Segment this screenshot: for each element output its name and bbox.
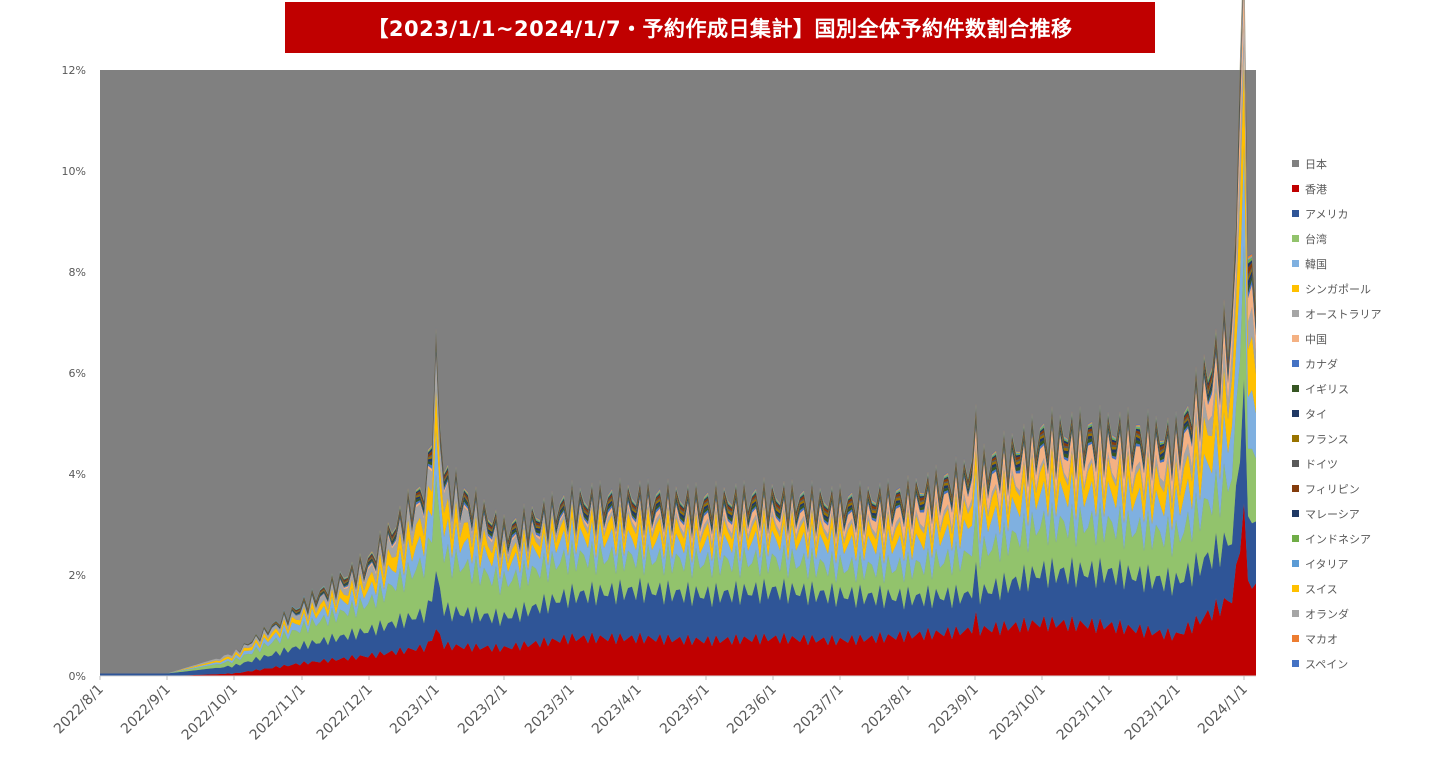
- legend-label: フランス: [1305, 432, 1349, 446]
- y-tick-label: 8%: [69, 266, 86, 279]
- legend-label: マレーシア: [1305, 507, 1360, 521]
- legend-item: イタリア: [1292, 551, 1381, 576]
- x-tick-label: 2023/9/1: [926, 682, 982, 738]
- legend-label: インドネシア: [1305, 532, 1371, 546]
- legend-label: フィリピン: [1305, 482, 1360, 496]
- legend-item: 香港: [1292, 176, 1381, 201]
- legend-label: スイス: [1305, 582, 1338, 596]
- legend-label: 中国: [1305, 332, 1327, 346]
- legend-swatch: [1292, 610, 1299, 617]
- chart-title: 【2023/1/1~2024/1/7・予約作成日集計】国別全体予約件数割合推移: [285, 2, 1155, 53]
- series-area-香港: [100, 503, 1256, 676]
- series-area-中国: [100, 0, 1256, 674]
- legend-swatch: [1292, 435, 1299, 442]
- legend-label: オランダ: [1305, 607, 1349, 621]
- legend-item: スイス: [1292, 576, 1381, 601]
- x-tick-label: 2023/1/1: [387, 682, 443, 738]
- x-tick-label: 2023/6/1: [724, 682, 780, 738]
- legend-label: 韓国: [1305, 257, 1327, 271]
- legend-item: 中国: [1292, 326, 1381, 351]
- x-tick-label: 2022/12/1: [314, 682, 376, 744]
- x-tick-label: 2023/11/1: [1054, 682, 1116, 744]
- x-tick-label: 2023/4/1: [589, 682, 645, 738]
- x-tick-label: 2022/9/1: [118, 682, 174, 738]
- x-tick-label: 2022/8/1: [51, 682, 107, 738]
- legend-swatch: [1292, 660, 1299, 667]
- series-area-台湾: [100, 245, 1256, 674]
- legend-swatch: [1292, 535, 1299, 542]
- legend-swatch: [1292, 410, 1299, 417]
- y-tick-label: 6%: [69, 367, 86, 380]
- legend-swatch: [1292, 235, 1299, 242]
- legend-swatch: [1292, 335, 1299, 342]
- legend-label: アメリカ: [1305, 207, 1349, 221]
- legend-item: シンガポール: [1292, 276, 1381, 301]
- legend-swatch: [1292, 635, 1299, 642]
- legend-item: 日本: [1292, 151, 1381, 176]
- legend-item: 韓国: [1292, 251, 1381, 276]
- x-tick-label: 2023/3/1: [522, 682, 578, 738]
- legend-swatch: [1292, 485, 1299, 492]
- legend-label: シンガポール: [1305, 282, 1371, 296]
- legend: 日本香港アメリカ台湾韓国シンガポール オーストラリア 中国カナダイギリスタイフランス…: [1292, 151, 1381, 676]
- x-tick-label: 2022/10/1: [179, 682, 241, 744]
- legend-item: イギリス: [1292, 376, 1381, 401]
- y-tick-label: 10%: [62, 165, 86, 178]
- x-tick-label: 2023/2/1: [455, 682, 511, 738]
- legend-item: スペイン: [1292, 651, 1381, 676]
- legend-swatch: [1292, 510, 1299, 517]
- legend-label: 台湾: [1305, 232, 1327, 246]
- legend-item: マカオ: [1292, 626, 1381, 651]
- legend-swatch: [1292, 560, 1299, 567]
- legend-item: オランダ: [1292, 601, 1381, 626]
- x-tick-label: 2023/10/1: [987, 682, 1049, 744]
- legend-item: ドイツ: [1292, 451, 1381, 476]
- legend-label: 日本: [1305, 157, 1327, 171]
- legend-item: オーストラリア: [1292, 301, 1381, 326]
- legend-label: イギリス: [1305, 382, 1349, 396]
- legend-swatch: [1292, 160, 1299, 167]
- legend-label: 香港: [1305, 182, 1327, 196]
- legend-label: スペイン: [1305, 657, 1349, 671]
- legend-swatch: [1292, 460, 1299, 467]
- legend-swatch: [1292, 385, 1299, 392]
- legend-label: オーストラリア: [1305, 307, 1382, 321]
- legend-swatch: [1292, 585, 1299, 592]
- legend-item: 台湾: [1292, 226, 1381, 251]
- x-tick-label: 2023/8/1: [859, 682, 915, 738]
- legend-label: ドイツ: [1305, 457, 1338, 471]
- x-tick-label: 2022/11/1: [247, 682, 309, 744]
- x-tick-label: 2023/5/1: [657, 682, 713, 738]
- y-tick-label: 12%: [62, 64, 86, 77]
- series-area-シンガポール: [100, 58, 1256, 674]
- legend-item: フランス: [1292, 426, 1381, 451]
- legend-item: フィリピン: [1292, 476, 1381, 501]
- legend-item: カナダ: [1292, 351, 1381, 376]
- y-tick-label: 2%: [69, 569, 86, 582]
- series-area-アメリカ: [100, 379, 1256, 676]
- series-area-オーストラリア: [100, 13, 1256, 674]
- legend-item: マレーシア: [1292, 501, 1381, 526]
- x-tick-label: 2023/7/1: [791, 682, 847, 738]
- legend-swatch: [1292, 285, 1299, 292]
- legend-swatch: [1292, 360, 1299, 367]
- legend-swatch: [1292, 210, 1299, 217]
- x-tick-label: 2024/1/1: [1195, 682, 1251, 738]
- x-tick-label: 2023/12/1: [1122, 682, 1184, 744]
- legend-label: マカオ: [1305, 632, 1338, 646]
- legend-item: アメリカ: [1292, 201, 1381, 226]
- y-tick-label: 0%: [69, 670, 86, 683]
- legend-label: イタリア: [1305, 557, 1349, 571]
- legend-item: インドネシア: [1292, 526, 1381, 551]
- legend-label: カナダ: [1305, 357, 1338, 371]
- legend-swatch: [1292, 185, 1299, 192]
- series-area-韓国: [100, 145, 1256, 674]
- legend-item: タイ: [1292, 401, 1381, 426]
- legend-label: タイ: [1305, 407, 1327, 421]
- y-tick-label: 4%: [69, 468, 86, 481]
- legend-swatch: [1292, 310, 1299, 317]
- legend-swatch: [1292, 260, 1299, 267]
